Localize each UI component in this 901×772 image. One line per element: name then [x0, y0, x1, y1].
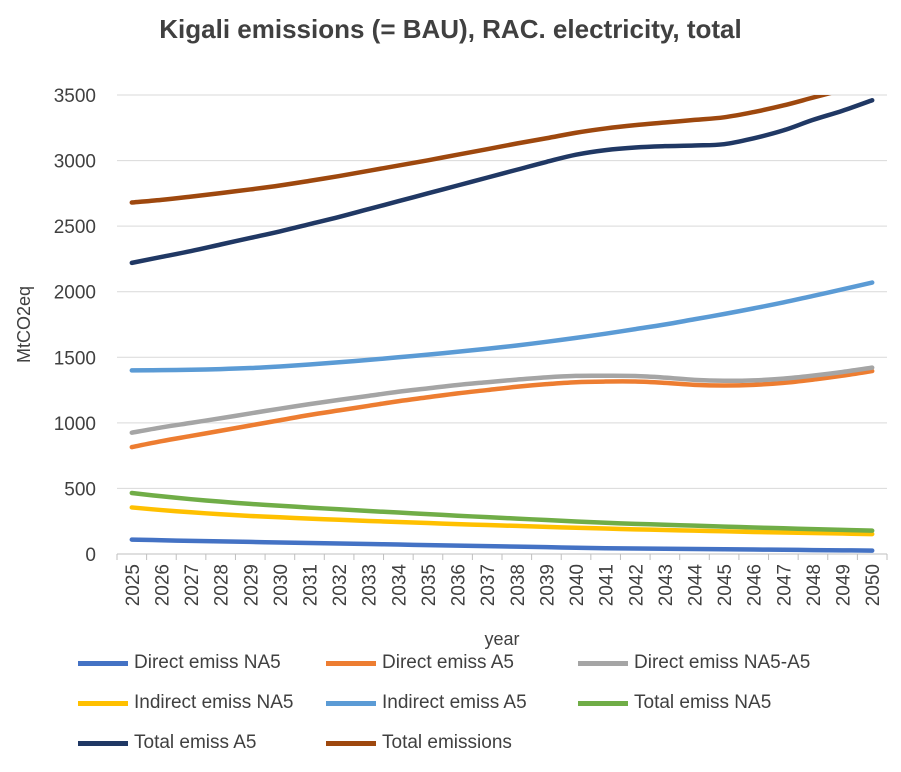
legend-item: Total emissions — [326, 732, 512, 754]
y-axis-title: MtCO2eq — [14, 286, 34, 363]
x-tick-label: 2025 — [123, 564, 144, 606]
series-line-indirect-emiss-a5 — [129, 280, 875, 373]
y-tick-label: 0 — [85, 545, 96, 566]
x-tick-label: 2038 — [508, 564, 529, 606]
series-line-direct-emiss-na5 — [129, 537, 875, 553]
legend-item: Direct emiss A5 — [326, 652, 514, 674]
x-tick-label: 2029 — [241, 564, 262, 606]
legend-swatch — [326, 740, 376, 746]
legend-swatch — [78, 700, 128, 706]
legend-item: Direct emiss NA5-A5 — [578, 652, 810, 674]
y-tick-label: 2000 — [54, 283, 96, 304]
series-line-total-emissions — [129, 95, 832, 205]
x-tick-label: 2028 — [212, 564, 233, 606]
legend-label: Direct emiss A5 — [382, 652, 514, 673]
x-tick-label: 2032 — [330, 564, 351, 606]
x-tick-label: 2042 — [626, 564, 647, 606]
y-tick-label: 3000 — [54, 152, 96, 173]
x-tick-label: 2050 — [863, 564, 884, 606]
x-tick-label: 2046 — [745, 564, 766, 606]
legend-label: Total emiss NA5 — [634, 692, 772, 713]
x-tick-label: 2039 — [537, 564, 558, 606]
x-tick-label: 2026 — [152, 564, 173, 606]
x-tick-label: 2036 — [449, 564, 470, 606]
legend-swatch — [578, 660, 628, 666]
x-tick-label: 2040 — [567, 564, 588, 606]
legend-label: Total emiss A5 — [134, 732, 257, 753]
legend-swatch — [78, 660, 128, 666]
x-tick-label: 2031 — [301, 564, 322, 606]
x-tick-label: 2034 — [389, 564, 410, 607]
y-tick-label: 1500 — [54, 348, 96, 369]
series-line-total-emiss-na5 — [129, 490, 875, 533]
legend-swatch — [578, 700, 628, 706]
y-tick-label: 1000 — [54, 414, 96, 435]
series-line-direct-emiss-na5-a5 — [129, 365, 875, 435]
x-tick-label: 2041 — [597, 564, 618, 606]
legend-swatch — [326, 700, 376, 706]
legend-label: Total emissions — [382, 732, 512, 753]
x-tick-label: 2037 — [478, 564, 499, 606]
x-tick-label: 2049 — [834, 564, 855, 606]
y-tick-label: 500 — [64, 479, 96, 500]
legend-label: Direct emiss NA5 — [134, 652, 281, 673]
x-tick-label: 2033 — [360, 564, 381, 606]
x-tick-label: 2047 — [774, 564, 795, 606]
x-tick-label: 2027 — [182, 564, 203, 606]
legend-swatch — [78, 740, 128, 746]
x-tick-label: 2048 — [804, 564, 825, 606]
legend-item: Indirect emiss A5 — [326, 692, 527, 714]
legend-swatch — [326, 660, 376, 666]
legend-item: Total emiss A5 — [78, 732, 257, 754]
legend-item: Indirect emiss NA5 — [78, 692, 293, 714]
legend-label: Indirect emiss NA5 — [134, 692, 294, 713]
series-line-indirect-emiss-na5 — [129, 505, 875, 537]
series-line-total-emiss-a5 — [129, 97, 875, 266]
legend-label: Direct emiss NA5-A5 — [634, 652, 811, 673]
x-tick-label: 2030 — [271, 564, 292, 606]
chart-title: Kigali emissions (= BAU), RAC. electrici… — [159, 14, 742, 44]
series-line-direct-emiss-a5 — [129, 368, 875, 450]
x-tick-label: 2045 — [715, 564, 736, 606]
x-tick-label: 2035 — [419, 564, 440, 606]
x-tick-label: 2043 — [656, 564, 677, 606]
y-tick-label: 2500 — [54, 217, 96, 238]
legend-label: Indirect emiss A5 — [382, 692, 527, 713]
x-axis-title: year — [484, 629, 519, 649]
x-tick-label: 2044 — [686, 564, 707, 607]
y-tick-label: 3500 — [54, 86, 96, 107]
legend-item: Direct emiss NA5 — [78, 652, 281, 674]
legend-item: Total emiss NA5 — [578, 692, 771, 714]
